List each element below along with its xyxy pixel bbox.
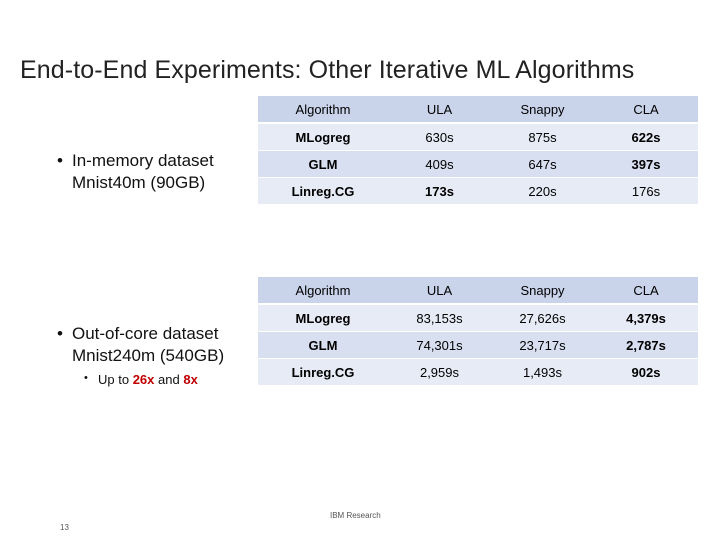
- snappy-cell: 1,493s: [491, 358, 594, 385]
- header-cell: ULA: [388, 96, 491, 124]
- ula-cell: 2,959s: [388, 358, 491, 385]
- speedup-value-1: 26x: [132, 372, 155, 387]
- header-cell: Algorithm: [258, 96, 388, 124]
- header-cell: Snappy: [491, 96, 594, 124]
- cla-cell: 902s: [594, 358, 698, 385]
- cla-cell: 397s: [594, 150, 698, 178]
- algorithm-cell: GLM: [258, 331, 388, 359]
- bullet-line: In-memory dataset: [72, 151, 214, 170]
- slide-title: End-to-End Experiments: Other Iterative …: [20, 56, 635, 84]
- header-cell: Snappy: [491, 277, 594, 305]
- bullet-line: Out-of-core dataset: [72, 324, 219, 343]
- sub-bullet-speedup: • Up to 26x and 8x: [84, 372, 198, 387]
- bullet-in-memory: • In-memory dataset Mnist40m (90GB): [57, 150, 214, 194]
- ula-cell: 74,301s: [388, 331, 491, 359]
- sub-bullet-connector: and: [158, 372, 180, 387]
- footer-text: IBM Research: [330, 511, 381, 520]
- table-row: Linreg.CG 2,959s 1,493s 902s: [258, 358, 698, 385]
- bullet-line: Mnist40m (90GB): [72, 173, 206, 192]
- snappy-cell: 220s: [491, 177, 594, 204]
- table-row: MLogreg 630s 875s 622s: [258, 123, 698, 151]
- header-cell: Algorithm: [258, 277, 388, 305]
- bullet-out-of-core: • Out-of-core dataset Mnist240m (540GB): [57, 323, 225, 367]
- ula-cell: 409s: [388, 150, 491, 178]
- ula-cell: 173s: [388, 177, 491, 204]
- algorithm-cell: MLogreg: [258, 123, 388, 151]
- table-row: GLM 409s 647s 397s: [258, 150, 698, 178]
- bullet-dot-icon: •: [57, 151, 63, 170]
- cla-cell: 622s: [594, 123, 698, 151]
- table-row: Linreg.CG 173s 220s 176s: [258, 177, 698, 204]
- snappy-cell: 647s: [491, 150, 594, 178]
- table-row: MLogreg 83,153s 27,626s 4,379s: [258, 304, 698, 332]
- ula-cell: 83,153s: [388, 304, 491, 332]
- table-header-row: Algorithm ULA Snappy CLA: [258, 277, 698, 305]
- header-cell: CLA: [594, 96, 698, 124]
- cla-cell: 176s: [594, 177, 698, 204]
- snappy-cell: 875s: [491, 123, 594, 151]
- snappy-cell: 27,626s: [491, 304, 594, 332]
- page-number: 13: [60, 523, 69, 532]
- algorithm-cell: Linreg.CG: [258, 358, 388, 385]
- header-cell: CLA: [594, 277, 698, 305]
- sub-bullet-dot-icon: •: [84, 372, 88, 384]
- snappy-cell: 23,717s: [491, 331, 594, 359]
- cla-cell: 2,787s: [594, 331, 698, 359]
- sub-bullet-prefix: Up to: [98, 372, 130, 387]
- algorithm-cell: Linreg.CG: [258, 177, 388, 204]
- bullet-line: Mnist240m (540GB): [72, 346, 225, 365]
- out-of-core-results-table: Algorithm ULA Snappy CLA MLogreg 83,153s…: [258, 277, 698, 385]
- cla-cell: 4,379s: [594, 304, 698, 332]
- header-cell: ULA: [388, 277, 491, 305]
- table-row: GLM 74,301s 23,717s 2,787s: [258, 331, 698, 359]
- table-header-row: Algorithm ULA Snappy CLA: [258, 96, 698, 124]
- in-memory-results-table: Algorithm ULA Snappy CLA MLogreg 630s 87…: [258, 96, 698, 204]
- bullet-dot-icon: •: [57, 324, 63, 343]
- ula-cell: 630s: [388, 123, 491, 151]
- algorithm-cell: MLogreg: [258, 304, 388, 332]
- algorithm-cell: GLM: [258, 150, 388, 178]
- speedup-value-2: 8x: [183, 372, 198, 387]
